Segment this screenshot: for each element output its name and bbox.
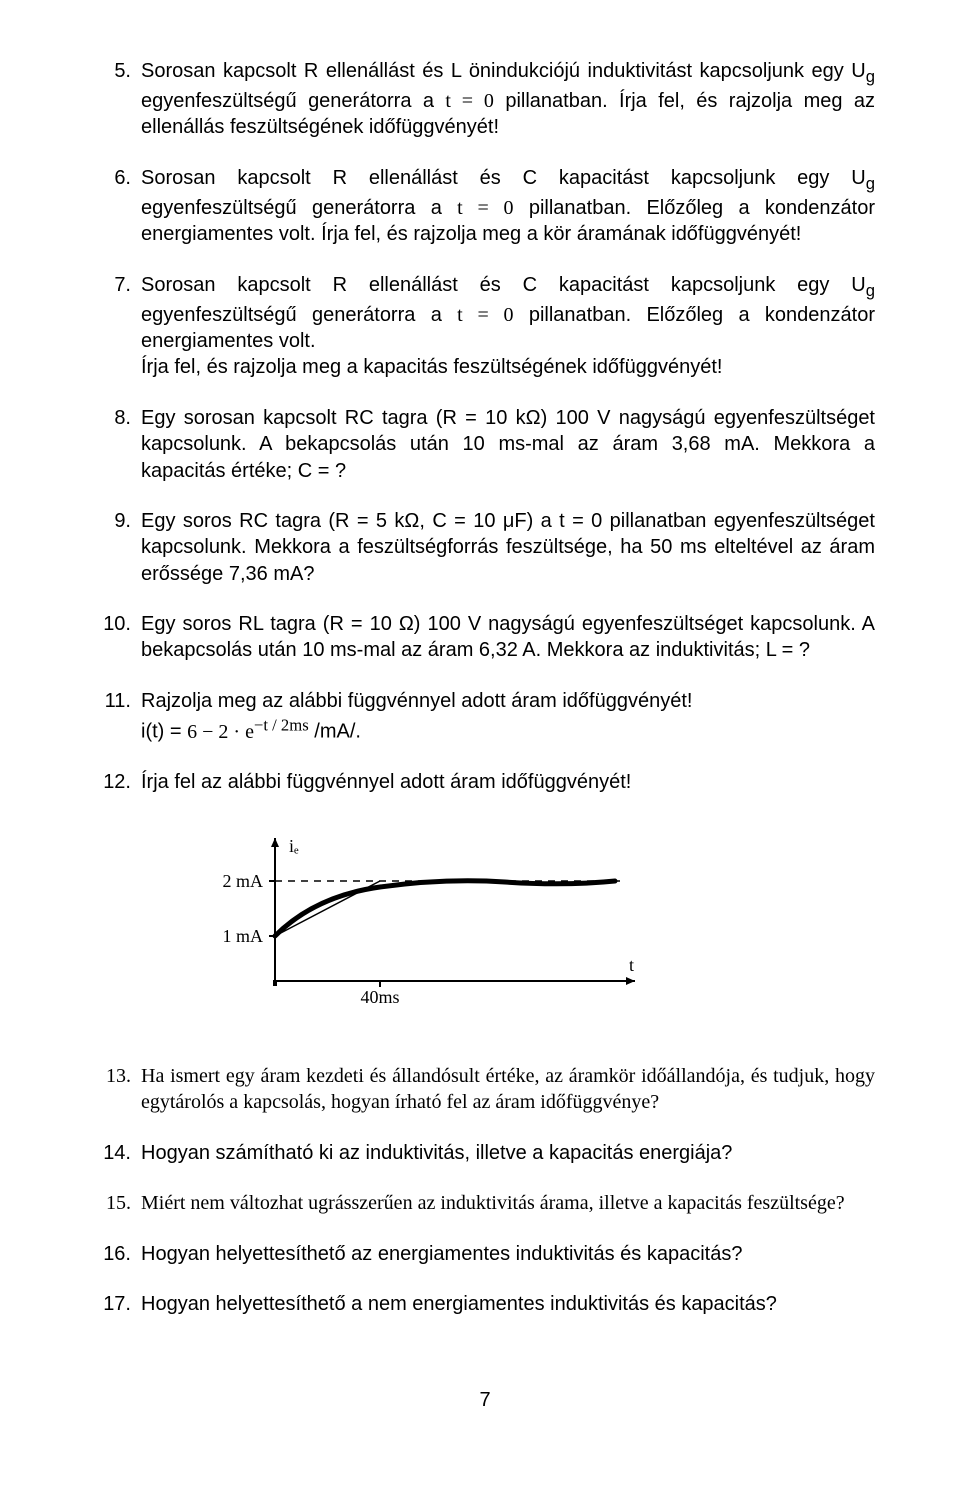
question-6: 6. Sorosan kapcsolt R ellenállást és C k… [95,165,875,248]
q8-text: Egy sorosan kapcsolt RC tagra (R = 10 kΩ… [141,405,875,484]
question-16: 16. Hogyan helyettesíthető az energiamen… [95,1241,875,1267]
q12-text: Írja fel az alábbi függvénnyel adott ára… [141,769,875,795]
q13-num: 13. [95,1063,141,1116]
question-12: 12. Írja fel az alábbi függvénnyel adott… [95,769,875,795]
question-17: 17. Hogyan helyettesíthető a nem energia… [95,1291,875,1317]
question-5: 5. Sorosan kapcsolt R ellenállást és L ö… [95,58,875,141]
question-9: 9. Egy soros RC tagra (R = 5 kΩ, C = 10 … [95,508,875,587]
q9-text: Egy soros RC tagra (R = 5 kΩ, C = 10 μF)… [141,508,875,587]
svg-text:t: t [629,955,634,975]
page-number: 7 [95,1387,875,1413]
question-13: 13. Ha ismert egy áram kezdeti és álland… [95,1063,875,1116]
q15-num: 15. [95,1190,141,1216]
chart-q12: 2 mA 1 mA 40ms iₑ t [205,826,875,1023]
q10-num: 10. [95,611,141,664]
q12-num: 12. [95,769,141,795]
q6-text: Sorosan kapcsolt R ellenállást és C kapa… [141,165,875,248]
q17-text: Hogyan helyettesíthető a nem energiament… [141,1291,875,1317]
question-8: 8. Egy sorosan kapcsolt RC tagra (R = 10… [95,405,875,484]
question-7: 7. Sorosan kapcsolt R ellenállást és C k… [95,272,875,381]
q17-num: 17. [95,1291,141,1317]
q9-num: 9. [95,508,141,587]
q8-num: 8. [95,405,141,484]
q5-num: 5. [95,58,141,141]
q7-text: Sorosan kapcsolt R ellenállást és C kapa… [141,272,875,381]
question-14: 14. Hogyan számítható ki az induktivitás… [95,1140,875,1166]
q13-text: Ha ismert egy áram kezdeti és állandósul… [141,1063,875,1116]
svg-text:iₑ: iₑ [289,836,299,856]
q5-text: Sorosan kapcsolt R ellenállást és L önin… [141,58,875,141]
q15-text: Miért nem változhat ugrásszerűen az indu… [141,1190,875,1216]
svg-text:2 mA: 2 mA [223,871,264,891]
q16-num: 16. [95,1241,141,1267]
q16-text: Hogyan helyettesíthető az energiamentes … [141,1241,875,1267]
chart-svg: 2 mA 1 mA 40ms iₑ t [205,826,665,1016]
svg-text:40ms: 40ms [360,987,399,1007]
q11-num: 11. [95,688,141,745]
q6-num: 6. [95,165,141,248]
question-11: 11. Rajzolja meg az alábbi függvénnyel a… [95,688,875,745]
question-15: 15. Miért nem változhat ugrásszerűen az … [95,1190,875,1216]
q7-num: 7. [95,272,141,381]
q11-text: Rajzolja meg az alábbi függvénnyel adott… [141,688,875,745]
svg-text:1 mA: 1 mA [223,926,264,946]
question-10: 10. Egy soros RL tagra (R = 10 Ω) 100 V … [95,611,875,664]
q14-text: Hogyan számítható ki az induktivitás, il… [141,1140,875,1166]
q14-num: 14. [95,1140,141,1166]
q10-text: Egy soros RL tagra (R = 10 Ω) 100 V nagy… [141,611,875,664]
